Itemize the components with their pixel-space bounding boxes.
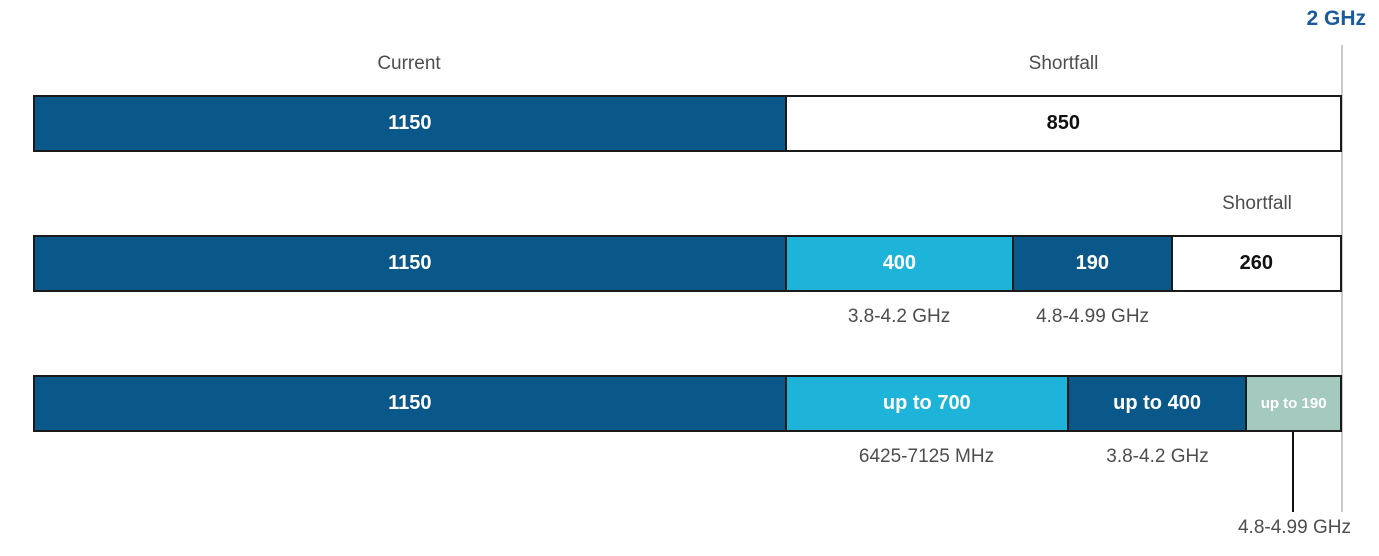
bar-segment: 190 bbox=[1012, 237, 1171, 290]
bar-segment: 1150 bbox=[35, 377, 785, 430]
frequency-band-label: 4.8-4.99 GHz bbox=[1036, 306, 1150, 327]
segment-value-label: up to 400 bbox=[1113, 392, 1201, 414]
bar-segment: 850 bbox=[784, 97, 1340, 150]
frequency-band-label: 3.8-4.2 GHz bbox=[1106, 446, 1209, 467]
bar-segment: up to 400 bbox=[1066, 377, 1246, 430]
column-header-label: Shortfall bbox=[1222, 193, 1292, 214]
2ghz-target-line bbox=[1341, 45, 1343, 512]
segment-value-label: 850 bbox=[1046, 112, 1081, 134]
callout-leader-line bbox=[1292, 432, 1295, 512]
segment-value-label: 1150 bbox=[388, 252, 432, 274]
2ghz-axis-label: 2 GHz bbox=[1306, 7, 1366, 30]
column-header-label: Current bbox=[377, 53, 441, 74]
bar-segment: up to 700 bbox=[784, 377, 1067, 430]
segment-value-label: 1150 bbox=[388, 392, 432, 414]
segment-value-label: up to 700 bbox=[882, 392, 971, 414]
bar-segment: 400 bbox=[784, 237, 1013, 290]
frequency-band-label: 4.8-4.99 GHz bbox=[1237, 517, 1351, 538]
bar-segment: 260 bbox=[1170, 237, 1340, 290]
bar-row-with-identified-midband: 1150 400 190 260 bbox=[33, 235, 1342, 292]
bar-segment: 1150 bbox=[35, 237, 785, 290]
frequency-band-label: 3.8-4.2 GHz bbox=[847, 306, 951, 327]
column-header-label: Shortfall bbox=[1028, 53, 1099, 74]
bar-segment: up to 190 bbox=[1245, 377, 1340, 430]
segment-value-label: 1150 bbox=[388, 112, 432, 134]
segment-value-label: 190 bbox=[1075, 252, 1109, 274]
segment-value-label: 400 bbox=[882, 252, 917, 274]
segment-value-label: 260 bbox=[1239, 252, 1273, 274]
frequency-band-label: 6425-7125 MHz bbox=[858, 446, 995, 467]
segment-value-label: up to 190 bbox=[1260, 395, 1327, 412]
bar-row-current-vs-shortfall: 1150 850 bbox=[33, 95, 1342, 152]
bar-segment: 1150 bbox=[35, 97, 785, 150]
bar-row-potential-additions: 1150 up to 700 up to 400 up to 190 bbox=[33, 375, 1342, 432]
